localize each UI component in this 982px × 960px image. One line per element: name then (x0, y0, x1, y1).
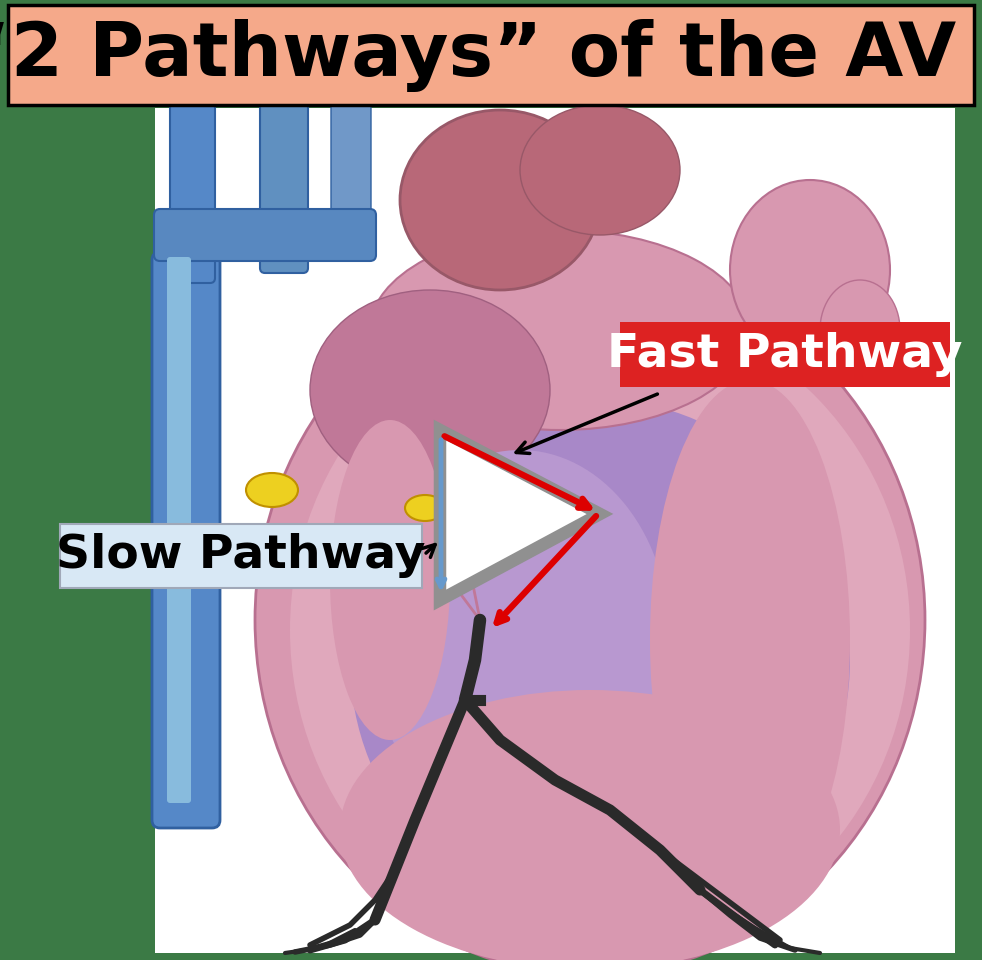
FancyBboxPatch shape (170, 103, 215, 283)
Ellipse shape (370, 450, 670, 830)
FancyBboxPatch shape (8, 5, 974, 105)
Text: The “2 Pathways” of the AV Node: The “2 Pathways” of the AV Node (0, 19, 982, 92)
Text: Slow Pathway: Slow Pathway (56, 534, 425, 579)
FancyBboxPatch shape (152, 252, 220, 828)
Ellipse shape (255, 265, 925, 960)
FancyBboxPatch shape (154, 209, 376, 261)
Ellipse shape (340, 690, 840, 960)
Ellipse shape (350, 400, 850, 920)
Ellipse shape (520, 105, 680, 235)
Ellipse shape (330, 420, 450, 740)
Ellipse shape (246, 473, 298, 507)
FancyBboxPatch shape (60, 524, 422, 588)
Ellipse shape (650, 380, 850, 900)
FancyBboxPatch shape (331, 104, 371, 242)
FancyBboxPatch shape (620, 322, 950, 387)
FancyBboxPatch shape (260, 103, 308, 273)
Ellipse shape (370, 230, 750, 430)
FancyBboxPatch shape (155, 108, 955, 953)
Polygon shape (440, 430, 600, 600)
Ellipse shape (310, 290, 550, 490)
Ellipse shape (290, 305, 910, 955)
FancyBboxPatch shape (167, 257, 191, 803)
Ellipse shape (400, 110, 600, 290)
Ellipse shape (820, 280, 900, 380)
Ellipse shape (405, 495, 445, 521)
Text: Fast Pathway: Fast Pathway (607, 332, 962, 377)
Ellipse shape (730, 180, 890, 360)
